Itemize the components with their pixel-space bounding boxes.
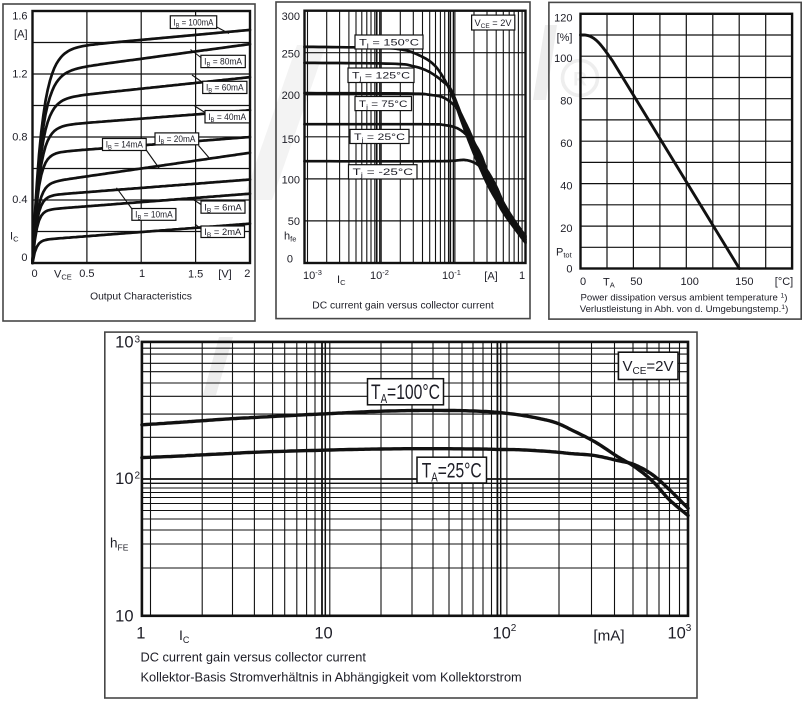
svg-text:Output Characteristics: Output Characteristics (90, 292, 192, 303)
svg-text:120: 120 (554, 13, 572, 25)
svg-text:200: 200 (282, 90, 300, 102)
svg-text:[V]: [V] (218, 269, 231, 281)
svg-text:IB = 10mA: IB = 10mA (135, 210, 173, 222)
svg-text:1: 1 (136, 625, 145, 643)
svg-text:Kollektor-Basis Stromverhältni: Kollektor-Basis Stromverhältnis in Abhän… (141, 670, 522, 685)
svg-text:IC: IC (10, 231, 19, 244)
svg-text:10: 10 (115, 334, 133, 352)
svg-text:Tj = -25°C: Tj = -25°C (353, 167, 414, 179)
svg-text:[A]: [A] (484, 271, 497, 283)
svg-text:DC current gain versus collect: DC current gain versus collector current (141, 650, 367, 665)
svg-text:0: 0 (580, 276, 586, 288)
svg-text:IC: IC (337, 274, 346, 287)
svg-text:IB = 6mA: IB = 6mA (204, 202, 242, 214)
svg-text:Ptot: Ptot (556, 247, 573, 260)
svg-text:0: 0 (566, 264, 572, 276)
svg-text:DC current gain versus collect: DC current gain versus collector current (312, 301, 494, 312)
svg-text:0: 0 (287, 254, 293, 266)
svg-text:10: 10 (115, 470, 133, 488)
svg-text:100: 100 (681, 276, 699, 288)
svg-text:hfe: hfe (284, 231, 296, 244)
svg-text:TA=25°C: TA=25°C (422, 460, 482, 485)
svg-text:150: 150 (282, 134, 300, 146)
svg-text:IB = 40mA: IB = 40mA (208, 112, 247, 124)
svg-text:10: 10 (668, 625, 686, 643)
svg-text:100: 100 (282, 174, 300, 186)
svg-text:IC: IC (179, 627, 190, 645)
svg-text:TA: TA (603, 277, 615, 290)
svg-text:IB = 100mA: IB = 100mA (174, 17, 215, 29)
svg-text:80: 80 (560, 96, 572, 108)
svg-text:[mA]: [mA] (593, 628, 624, 645)
svg-text:0.8: 0.8 (12, 131, 27, 143)
svg-text:10: 10 (115, 608, 133, 626)
svg-text:2: 2 (511, 623, 517, 634)
svg-text:IB = 60mA: IB = 60mA (206, 83, 244, 95)
svg-text:[°C]: [°C] (775, 276, 793, 288)
svg-text:IB = 20mA: IB = 20mA (158, 134, 196, 146)
svg-text:0.4: 0.4 (12, 194, 27, 206)
svg-text:20: 20 (560, 223, 572, 235)
svg-text:0: 0 (32, 268, 38, 280)
svg-text:300: 300 (282, 11, 300, 23)
svg-text:[%]: [%] (557, 32, 573, 44)
svg-text:VCE = 2V: VCE = 2V (475, 18, 513, 30)
svg-text:50: 50 (630, 276, 642, 288)
svg-text:[A]: [A] (14, 28, 27, 40)
svg-text:250: 250 (282, 49, 300, 61)
svg-text:VCE=2V: VCE=2V (622, 358, 673, 377)
svg-text:0: 0 (21, 252, 27, 264)
svg-text:1.5: 1.5 (188, 268, 203, 280)
svg-text:1.6: 1.6 (12, 11, 27, 23)
svg-text:3: 3 (135, 335, 141, 346)
svg-text:10: 10 (314, 625, 332, 643)
svg-text:1: 1 (139, 268, 145, 280)
svg-text:0.5: 0.5 (79, 268, 94, 280)
svg-text:2: 2 (244, 268, 250, 280)
svg-text:2: 2 (135, 471, 141, 482)
svg-text:60: 60 (560, 138, 572, 150)
svg-text:100: 100 (554, 53, 572, 65)
svg-text:Tj = 25°C: Tj = 25°C (354, 132, 405, 144)
svg-text:1.2: 1.2 (12, 68, 27, 80)
svg-text:Power dissipation versus ambie: Power dissipation versus ambient tempera… (581, 292, 788, 303)
svg-text:IB = 14mA: IB = 14mA (106, 140, 144, 152)
svg-text:1: 1 (519, 270, 525, 282)
svg-text:Verlustleistung in Abh. von d.: Verlustleistung in Abh. von d. Umgebungs… (580, 304, 789, 315)
svg-text:Tj = 125°C: Tj = 125°C (352, 71, 410, 83)
svg-text:Tj = 75°C: Tj = 75°C (359, 99, 408, 111)
svg-text:IB = 80mA: IB = 80mA (204, 57, 243, 69)
svg-text:VCE: VCE (54, 269, 72, 282)
svg-text:150: 150 (735, 276, 753, 288)
svg-text:IB = 2mA: IB = 2mA (204, 227, 242, 239)
svg-text:3: 3 (686, 623, 692, 634)
svg-text:Tj = 150°C: Tj = 150°C (359, 37, 419, 49)
svg-text:10: 10 (493, 625, 511, 643)
svg-text:40: 40 (560, 181, 572, 193)
svg-text:50: 50 (288, 216, 300, 228)
